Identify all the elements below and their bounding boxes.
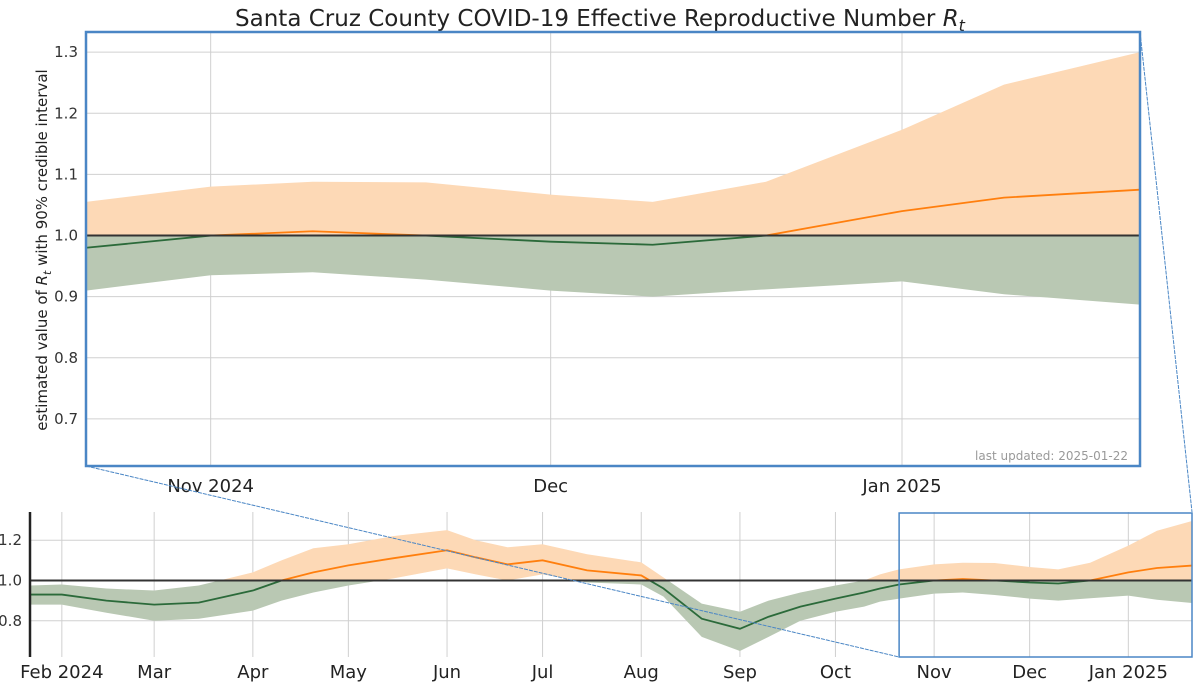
credible-interval-above-1	[86, 52, 1140, 236]
x-tick-label: Aug	[624, 662, 659, 683]
zoomed-panel: 0.7 0.8 0.9 1.0 1.1 1.2 1.3 Nov 2024 Dec Jan 2025	[54, 30, 1142, 497]
overview-panel: 0.8 1.0 1.2 Feb 2024 Mar Apr May Jun Jul Aug Sep Oc…	[0, 512, 1193, 683]
x-tick-label: Jun	[432, 662, 461, 683]
x-tick-label: Jan 2025	[861, 476, 941, 497]
x-tick-label: Oct	[820, 662, 851, 683]
y-axis-label-subscript: t	[41, 270, 54, 275]
y-axis-label: estimated value of Rt with 90% credible …	[33, 69, 54, 430]
chart-title-subscript: t	[959, 16, 966, 35]
median-line-below-1	[86, 235, 772, 249]
credible-interval-below-1	[30, 580, 1192, 651]
x-tick-label: Mar	[137, 662, 172, 683]
y-axis-label-prefix: estimated value of	[33, 285, 51, 430]
y-tick-label: 0.7	[54, 410, 78, 428]
x-tick-label: Jan 2025	[1088, 662, 1168, 683]
last-updated-label: last updated: 2025-01-22	[975, 449, 1128, 463]
x-tick-label: Dec	[1012, 662, 1047, 683]
y-tick-label: 1.2	[0, 531, 22, 549]
zoom-connector-right	[1139, 31, 1193, 513]
zoom-connector-left	[85, 465, 900, 658]
x-tick-label: Sep	[723, 662, 757, 683]
chart-title-symbol: R	[943, 6, 959, 32]
x-tick-label: Jul	[531, 662, 554, 683]
y-tick-label: 1.1	[54, 165, 78, 183]
y-tick-label: 1.2	[54, 104, 78, 122]
x-tick-label: Nov 2024	[167, 476, 254, 497]
x-tick-label: Nov	[917, 662, 952, 683]
zoomed-panel-frame	[84, 30, 1142, 468]
median-line-below-1	[30, 580, 1095, 630]
zoom-window-box	[898, 512, 1193, 658]
chart-title: Santa Cruz County COVID-19 Effective Rep…	[235, 6, 966, 35]
y-tick-label: 1.0	[54, 227, 78, 245]
y-tick-label: 0.8	[0, 612, 22, 630]
x-tick-label: Apr	[237, 662, 269, 683]
y-axis-label-symbol: R	[33, 275, 51, 285]
y-tick-label: 0.9	[54, 288, 78, 306]
chart-title-text: Santa Cruz County COVID-19 Effective Rep…	[235, 6, 943, 32]
y-tick-label: 1.3	[54, 43, 78, 61]
y-tick-label: 1.0	[0, 571, 22, 589]
credible-interval-below-1	[86, 235, 1140, 305]
x-tick-label: May	[330, 662, 368, 683]
credible-interval-above-1	[219, 520, 1192, 581]
y-tick-label: 0.8	[54, 349, 78, 367]
y-axis-label-suffix: with 90% credible interval	[33, 69, 51, 270]
x-tick-label: Feb 2024	[20, 662, 103, 683]
x-tick-label: Dec	[533, 476, 568, 497]
